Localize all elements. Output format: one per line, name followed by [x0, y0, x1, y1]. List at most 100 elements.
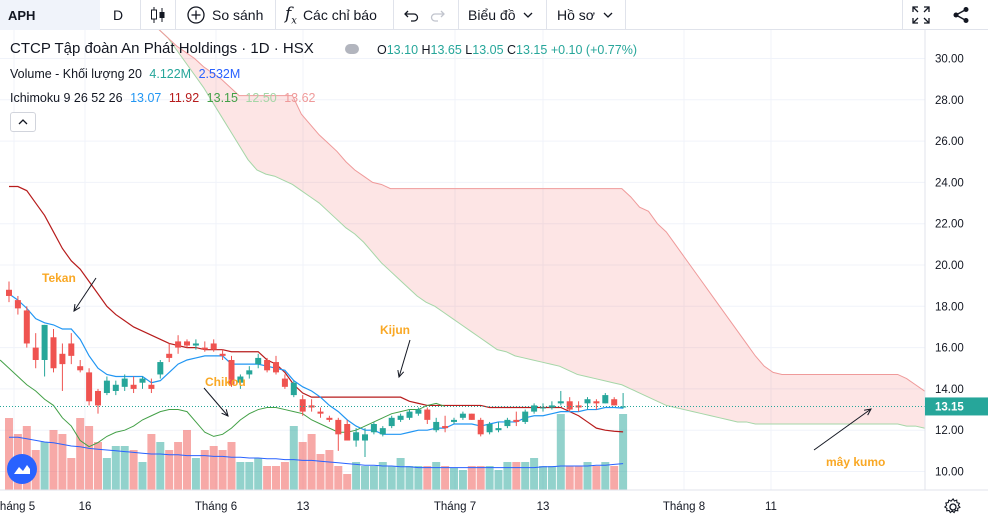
candle-body [77, 366, 84, 371]
candle-body [486, 424, 493, 433]
price-chart[interactable]: Tekan Chikou Kijun mây kumo 30.00 28.00 26.00… [0, 30, 988, 523]
symbol-search[interactable]: APH [0, 0, 100, 30]
candle [504, 417, 511, 429]
tradingview-logo[interactable] [7, 454, 37, 484]
candle-body [166, 353, 173, 358]
visibility-toggle-icon[interactable] [345, 44, 359, 54]
candle-body [139, 378, 146, 383]
candle-body [32, 347, 39, 360]
volume-bar [619, 414, 628, 490]
volume-bar [298, 442, 307, 490]
volume-bar [183, 430, 191, 490]
span-a-value: 12.50 [245, 91, 277, 105]
candle [326, 415, 333, 422]
time-tick-label: Tháng 6 [195, 501, 237, 513]
indicators-label: Các chỉ báo [302, 7, 377, 23]
annotation-arrowhead [221, 409, 229, 417]
volume-bar [5, 418, 13, 490]
candle [335, 417, 342, 451]
volume-bar [414, 466, 423, 490]
candle-type-button[interactable] [150, 0, 166, 30]
indicators-button[interactable]: fx Các chỉ báo [285, 0, 377, 30]
candle-body [308, 405, 315, 408]
volume-bar [289, 426, 298, 490]
senkou-span-a-line [158, 30, 988, 433]
candle [264, 357, 271, 373]
candle [459, 411, 466, 420]
candle [397, 413, 404, 422]
last-price-tag [925, 397, 988, 416]
toolbar-divider [458, 0, 459, 30]
chart-type-menu[interactable]: Biểu đồ [468, 0, 533, 30]
candle-body [255, 357, 262, 365]
volume-bar [76, 418, 85, 490]
candle [451, 417, 457, 425]
candle-body [620, 406, 627, 408]
candle-body [557, 401, 564, 404]
candle [95, 388, 101, 414]
volume-bar [352, 462, 361, 490]
candle-body [397, 415, 404, 420]
fullscreen-icon [912, 6, 930, 24]
candle-body [112, 384, 119, 391]
candle [299, 395, 306, 416]
collapse-legend-button[interactable] [10, 112, 36, 132]
candle-body [237, 376, 244, 383]
annotation-arrow [73, 277, 97, 312]
redo-button[interactable] [430, 0, 446, 30]
candle [548, 401, 555, 410]
volume-bar [387, 466, 396, 490]
undo-button[interactable] [403, 0, 419, 30]
candle [406, 409, 413, 420]
candle-body [504, 419, 511, 427]
annotation-label: Kijun [380, 323, 410, 337]
candle-body [130, 384, 137, 389]
kijun-line [9, 185, 624, 433]
time-tick-label: 13 [537, 501, 550, 513]
candle-body [548, 405, 555, 408]
chikou-line [0, 359, 446, 448]
price-tick-label: 28.00 [935, 95, 964, 107]
volume-bar [396, 458, 405, 490]
volume-bar [343, 474, 352, 490]
fullscreen-button[interactable] [912, 0, 930, 30]
candle-body [246, 370, 253, 375]
volume-bar [476, 466, 485, 490]
volume-bar [592, 466, 601, 490]
candle-body [335, 419, 342, 435]
high-value: 13.65 [430, 43, 462, 57]
compare-button[interactable]: So sánh [186, 0, 263, 30]
chart-type-label: Biểu đồ [468, 7, 516, 23]
share-button[interactable] [952, 0, 970, 30]
candle-body [611, 399, 618, 406]
candle [50, 329, 57, 373]
interval-button[interactable]: D [113, 0, 123, 30]
candle-body [184, 341, 190, 346]
volume-bar [521, 462, 530, 490]
candlestick-icon [151, 7, 165, 23]
candle-body [103, 380, 110, 394]
price-axis: 30.00 28.00 26.00 24.00 22.00 20.00 18.00 16.00… [924, 30, 988, 490]
tenkan-value: 13.07 [130, 91, 162, 105]
candle [139, 376, 146, 389]
volume-bar [85, 426, 94, 490]
candle-body [584, 399, 591, 404]
candle [41, 324, 48, 377]
candle-body [495, 428, 502, 431]
volume-bar [316, 454, 325, 490]
candle [486, 421, 493, 435]
tenkan-line [8, 293, 624, 435]
volume-legend-label: Volume - Khối lượng 20 [10, 67, 142, 81]
volume-bar [280, 462, 289, 490]
settings-button[interactable] [943, 497, 962, 521]
profile-menu[interactable]: Hồ sơ [557, 0, 613, 30]
open-value: 13.10 [386, 43, 419, 57]
volume-value: 4.122M [149, 67, 192, 81]
ichimoku-lines [0, 185, 624, 448]
candle [228, 355, 235, 387]
time-tick-label: 13 [297, 501, 310, 513]
candle [23, 306, 30, 348]
candle [575, 401, 582, 412]
candle-body [68, 343, 75, 356]
candle-body [531, 405, 538, 412]
